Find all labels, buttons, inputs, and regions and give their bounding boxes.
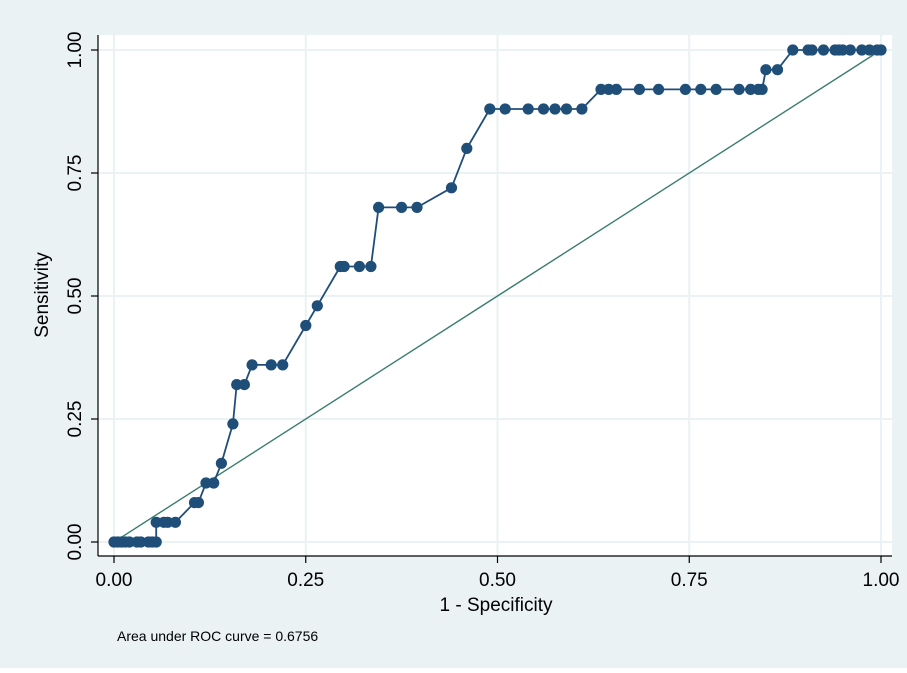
- x-tick-label: 0.25: [287, 570, 324, 591]
- roc-point-4: [123, 536, 135, 548]
- y-axis-title: Sensitivity: [32, 252, 53, 338]
- roc-point-65: [856, 44, 868, 56]
- roc-curve-layer: [108, 44, 887, 548]
- roc-point-9: [150, 536, 162, 548]
- x-axis-title: 1 - Specificity: [440, 595, 553, 616]
- roc-point-51: [733, 83, 745, 95]
- y-tick-label: 0.25: [65, 401, 86, 438]
- roc-point-20: [231, 379, 243, 391]
- roc-point-41: [560, 103, 573, 115]
- roc-point-55: [760, 64, 772, 76]
- roc-point-40: [549, 103, 561, 115]
- roc-point-49: [695, 83, 707, 95]
- roc-point-56: [771, 64, 784, 76]
- roc-point-17: [208, 477, 220, 489]
- roc-point-64: [844, 44, 856, 56]
- roc-point-60: [817, 44, 830, 56]
- roc-point-26: [311, 300, 323, 312]
- y-tick-label: 0.75: [65, 155, 86, 192]
- roc-point-22: [246, 359, 258, 371]
- roc-point-66: [863, 44, 876, 56]
- roc-point-38: [522, 103, 534, 115]
- roc-point-44: [603, 83, 615, 95]
- roc-point-28: [338, 260, 350, 273]
- roc-point-47: [653, 83, 665, 95]
- roc-point-31: [373, 201, 385, 213]
- roc-point-37: [499, 103, 511, 115]
- x-tick-label: 0.50: [479, 570, 516, 591]
- roc-point-6: [135, 536, 147, 548]
- roc-point-35: [461, 142, 473, 154]
- roc-point-25: [300, 319, 312, 332]
- roc-point-52: [745, 83, 757, 95]
- roc-point-36: [484, 103, 496, 115]
- roc-point-63: [837, 44, 849, 56]
- roc-point-12: [162, 516, 174, 528]
- roc-point-33: [411, 201, 423, 213]
- roc-point-39: [537, 103, 550, 115]
- roc-point-59: [806, 44, 818, 56]
- x-tick-label: 0.00: [96, 570, 133, 591]
- roc-point-30: [365, 260, 377, 273]
- roc-point-50: [710, 83, 722, 95]
- roc-point-45: [610, 83, 623, 95]
- roc-point-29: [353, 260, 365, 273]
- roc-point-23: [265, 359, 277, 371]
- y-tick-label: 0.50: [65, 278, 86, 315]
- roc-point-34: [445, 182, 458, 194]
- roc-point-32: [396, 201, 408, 213]
- roc-point-57: [787, 44, 799, 56]
- roc-point-24: [277, 359, 289, 371]
- roc-point-46: [633, 83, 646, 95]
- roc-point-19: [227, 418, 239, 430]
- x-tick-label: 1.00: [863, 570, 900, 591]
- auc-note: Area under ROC curve = 0.6756: [117, 628, 318, 644]
- roc-point-54: [756, 83, 768, 95]
- roc-point-13: [169, 516, 181, 528]
- reference-line: [113, 49, 882, 543]
- roc-point-68: [875, 44, 887, 56]
- roc-point-43: [595, 83, 607, 95]
- y-tick-label: 1.00: [65, 32, 86, 69]
- roc-point-10: [150, 516, 162, 528]
- roc-point-21: [238, 379, 250, 391]
- x-tick-label: 0.75: [671, 570, 708, 591]
- roc-point-16: [200, 477, 212, 489]
- roc-point-15: [192, 497, 204, 509]
- roc-point-48: [679, 83, 692, 95]
- roc-point-18: [215, 457, 227, 469]
- reference-line-layer: [113, 49, 882, 543]
- roc-point-42: [576, 103, 588, 115]
- ticks: 0.00 0.25 0.50 0.75 1.00 0.00 0.25 0.50 0.75 1.00: [65, 32, 899, 591]
- y-tick-label: 0.00: [65, 524, 86, 561]
